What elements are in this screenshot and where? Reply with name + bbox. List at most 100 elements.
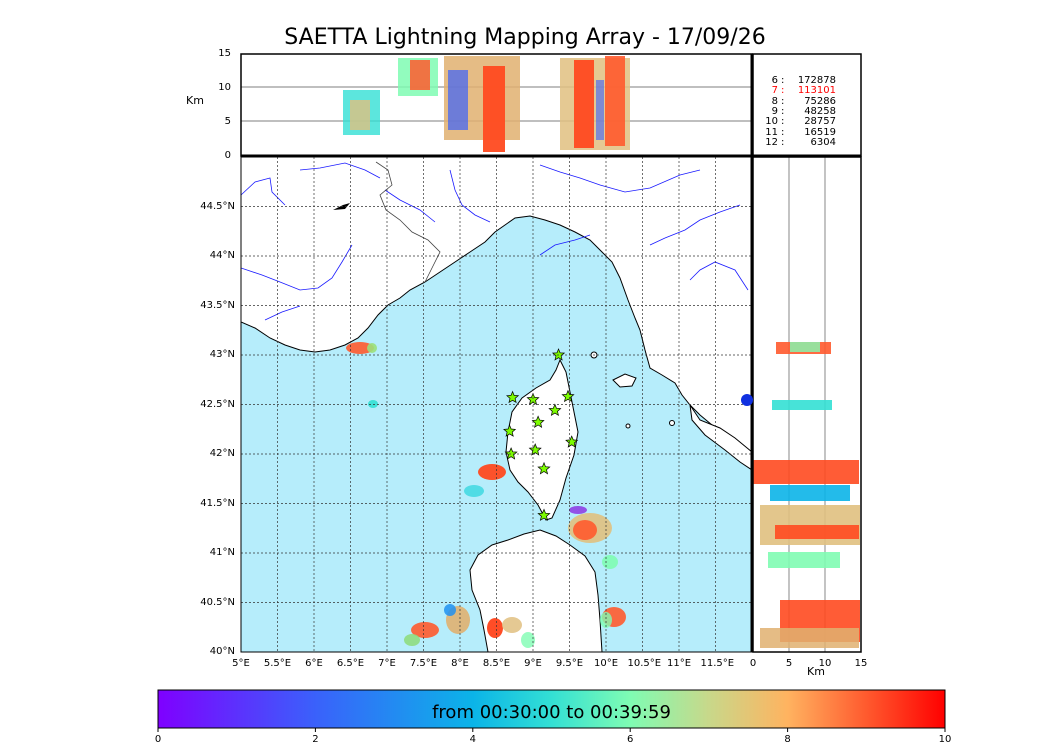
count-value: 16519	[804, 126, 836, 138]
lon-tick-label: 9°E	[524, 658, 542, 669]
lon-tick-label: 9.5°E	[555, 658, 584, 669]
lat-tick-label: 43°N	[209, 349, 235, 360]
count-hour: 6	[771, 75, 778, 86]
colorbar-tick-label: 0	[154, 734, 162, 745]
lon-tick-label: 11°E	[666, 658, 692, 669]
count-hour: 11	[765, 126, 778, 138]
storm-cell	[464, 485, 484, 497]
storm-cell	[367, 343, 377, 353]
side-cluster	[775, 525, 859, 539]
count-sep: :	[781, 126, 785, 138]
colorbar-tick-label: 4	[469, 734, 476, 745]
lon-tick-label: 5.5°E	[263, 658, 292, 669]
storm-cell	[478, 464, 506, 480]
storm-cell	[487, 618, 503, 638]
storm-cell	[346, 342, 374, 354]
count-hour: 10	[765, 116, 778, 128]
side-tick-label: 5	[785, 658, 793, 669]
storm-cell	[569, 506, 587, 514]
colorbar-tick-label: 10	[938, 734, 952, 745]
count-sep: :	[781, 136, 785, 148]
storm-cell	[411, 622, 439, 638]
count-value: 28757	[804, 116, 836, 128]
side-cluster	[760, 628, 859, 648]
altitude-ylabel: Km	[186, 94, 204, 107]
reference-marker	[741, 394, 753, 406]
italy-coast	[689, 404, 752, 471]
lon-tick-label: 6°E	[305, 658, 323, 669]
altitude-tick-label: 5	[224, 116, 231, 127]
side-altitude-panel	[752, 156, 862, 653]
count-hour: 7	[771, 85, 778, 97]
side-cluster	[772, 400, 832, 410]
colorbar-ticks	[157, 728, 946, 732]
lat-tick-label: 42.5°N	[200, 398, 235, 410]
altitude-cluster	[350, 100, 370, 130]
station-marker	[528, 443, 542, 456]
elba-island	[612, 373, 637, 388]
lon-tick-label: 6.5°E	[336, 658, 365, 669]
altitude-cluster	[596, 80, 604, 140]
colorbar-label: from 00:30:00 to 00:39:59	[432, 702, 671, 723]
side-tick-label: 15	[854, 658, 868, 669]
lat-tick-label: 41.5°N	[200, 497, 235, 509]
count-value: 172878	[797, 75, 836, 86]
altitude-cluster	[483, 66, 505, 152]
count-hour: 12	[765, 136, 778, 148]
side-cluster	[768, 552, 840, 568]
count-hour: 8	[771, 95, 778, 107]
station-marker	[537, 461, 551, 475]
station-marker	[504, 447, 518, 460]
lon-tick-label: 8°E	[451, 658, 469, 669]
lat-tick-label: 44.5°N	[200, 200, 235, 212]
small-island	[669, 420, 675, 426]
lon-tick-label: 10°E	[593, 658, 619, 669]
storm-cell	[368, 400, 378, 408]
lat-tick-label: 44°N	[209, 250, 235, 261]
count-sep: :	[781, 116, 785, 128]
altitude-cluster	[410, 60, 430, 90]
count-hour: 9	[771, 105, 778, 117]
station-marker	[531, 415, 545, 428]
lat-tick-label: 40.5°N	[200, 596, 235, 608]
station-marker	[537, 508, 551, 521]
storm-cell	[521, 632, 535, 648]
altitude-panel	[240, 53, 753, 157]
storm-cell	[444, 604, 456, 616]
lat-tick-label: 42°N	[209, 448, 235, 459]
national-border	[375, 161, 441, 283]
lon-tick-label: 7.5°E	[409, 658, 438, 669]
mainland	[241, 157, 752, 461]
colorbar-tick-label: 8	[784, 734, 791, 745]
map-panel	[241, 157, 752, 652]
colorbar-tick-label: 2	[312, 734, 319, 745]
altitude-cluster	[605, 56, 625, 146]
lightning-clusters-map	[346, 342, 626, 648]
storm-cell	[600, 612, 612, 628]
count-value: 6304	[810, 136, 836, 148]
storm-cell	[502, 617, 522, 633]
side-tick-label: 10	[818, 658, 832, 669]
lon-tick-label: 8.5°E	[482, 658, 511, 669]
station-marker	[503, 424, 517, 437]
side-cluster	[790, 342, 820, 352]
counts-panel	[752, 53, 862, 157]
count-value: 113101	[797, 85, 836, 97]
colorbar	[157, 689, 946, 729]
lon-tick-label: 10.5°E	[627, 658, 662, 669]
lon-tick-label: 5°E	[232, 658, 250, 669]
map-grid	[241, 157, 752, 652]
altitude-tick-label: 10	[218, 82, 231, 93]
station-marker	[565, 435, 579, 448]
lat-tick-label: 43.5°N	[200, 299, 235, 311]
station-marker	[551, 348, 566, 361]
count-sep: :	[781, 85, 785, 97]
altitude-cluster	[574, 60, 594, 148]
station-marker	[548, 403, 562, 417]
lat-tick-label: 40°N	[209, 646, 235, 657]
count-sep: :	[781, 75, 785, 86]
altitude-tick-label: 15	[218, 48, 231, 59]
count-value: 48258	[804, 105, 836, 117]
side-cluster	[753, 460, 859, 484]
